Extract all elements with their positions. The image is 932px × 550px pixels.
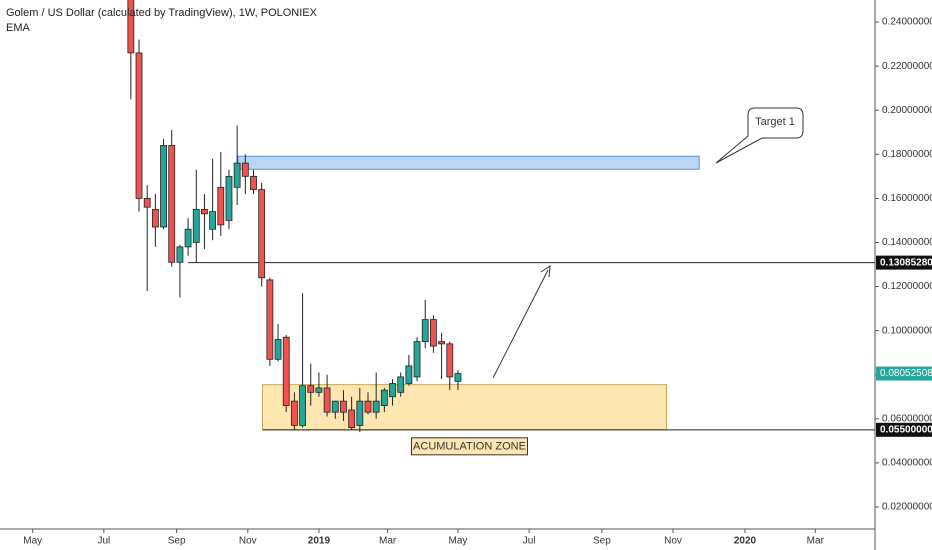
y-tick-label: 0.24000000 xyxy=(882,17,932,28)
candle-body-down xyxy=(340,400,347,413)
candle-body-down xyxy=(438,341,445,345)
candle-body-up xyxy=(454,373,462,382)
zone xyxy=(262,384,667,431)
x-tick-label: Mar xyxy=(379,536,397,547)
candle-body-up xyxy=(225,175,233,221)
x-tick-label: May xyxy=(448,536,467,547)
y-tick-label: 0.16000000 xyxy=(882,193,932,204)
candle-body-up xyxy=(421,319,429,343)
callout-text: Target 1 xyxy=(755,116,795,128)
level-label-box xyxy=(876,255,932,270)
arrow-line xyxy=(492,269,549,379)
y-tick-label: 0.10000000 xyxy=(882,325,932,336)
y-tick-label: 0.06000000 xyxy=(882,413,932,424)
candle-body-down xyxy=(151,208,159,228)
candle-body-up xyxy=(372,400,380,413)
y-tick-label: 0.14000000 xyxy=(882,237,932,248)
arrow-head xyxy=(540,265,551,278)
candle-body-down xyxy=(217,186,225,226)
zone-label: ACUMULATION ZONE xyxy=(413,441,526,453)
candle-body-up xyxy=(405,365,413,384)
x-tick-label: Nov xyxy=(664,536,682,547)
zone-label-box xyxy=(410,437,528,456)
candle-body-down xyxy=(258,189,266,279)
y-tick-label: 0.20000000 xyxy=(882,105,932,116)
candle-body-up xyxy=(274,339,282,360)
level-label-box xyxy=(876,422,932,437)
candle-body-down xyxy=(266,279,274,360)
candle-body-down xyxy=(168,145,176,263)
x-tick-label: Jul xyxy=(97,536,110,547)
x-tick-label: Nov xyxy=(239,536,257,547)
candle-body-down xyxy=(307,385,315,393)
candle-body-down xyxy=(323,387,331,413)
candle-body-up xyxy=(397,376,405,393)
last-price-label: 0.08052508 xyxy=(880,368,932,379)
x-tick-label: 2020 xyxy=(734,536,757,547)
callout-box xyxy=(715,107,804,164)
candle-body-down xyxy=(241,162,249,177)
candle-body-up xyxy=(356,400,364,426)
x-tick-label: 2019 xyxy=(308,536,331,547)
candle-body-down xyxy=(282,336,290,406)
y-tick-label: 0.12000000 xyxy=(882,281,932,292)
plot-area xyxy=(127,0,875,433)
y-tick-label: 0.18000000 xyxy=(882,149,932,160)
candle-body-up xyxy=(192,208,200,243)
candle-body-up xyxy=(160,145,167,228)
candle-body-up xyxy=(299,385,306,426)
x-tick-label: Sep xyxy=(593,536,611,547)
x-tick-label: Sep xyxy=(168,536,186,547)
x-tick-label: May xyxy=(23,536,42,547)
candle-body-up xyxy=(176,246,184,263)
candle-body-down xyxy=(430,319,437,347)
candle-body-up xyxy=(413,341,421,378)
x-tick-label: Mar xyxy=(807,536,825,547)
level-label: 0.05500000 xyxy=(880,424,932,435)
y-tick-label: 0.04000000 xyxy=(882,458,932,469)
candle-body-down xyxy=(348,409,356,429)
indicator-label: EMA xyxy=(6,22,31,34)
candle-body-up xyxy=(184,228,192,248)
candle-body-up xyxy=(380,389,388,406)
candle-body-up xyxy=(389,383,396,398)
candle-body-down xyxy=(290,400,298,426)
candle-body-down xyxy=(127,0,135,54)
zone xyxy=(237,155,700,170)
y-tick-label: 0.22000000 xyxy=(882,61,932,72)
candle-body-down xyxy=(364,400,372,413)
y-tick-label: 0.02000000 xyxy=(882,502,932,513)
x-tick-label: Jul xyxy=(523,536,536,547)
candle-body-up xyxy=(331,400,339,413)
last-price-box xyxy=(876,366,932,381)
candle-body-down xyxy=(201,208,208,215)
chart-title: Golem / US Dollar (calculated by Trading… xyxy=(6,7,318,19)
candle-body-up xyxy=(233,162,241,188)
candle-body-up xyxy=(209,211,217,230)
candle-body-down xyxy=(250,175,257,190)
level-label: 0.13085280 xyxy=(880,257,932,268)
candle-body-down xyxy=(143,197,151,208)
candle-body-down xyxy=(135,52,143,199)
candle-body-up xyxy=(315,387,323,393)
candle-body-down xyxy=(446,343,454,378)
